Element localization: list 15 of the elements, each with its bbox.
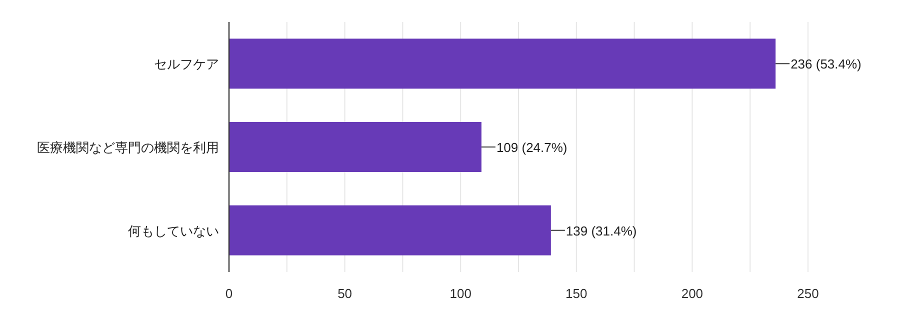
x-tick-label: 150 [566,286,588,301]
y-tick-label: 医療機関など専門の機関を利用 [37,140,219,155]
x-tick-label: 200 [681,286,704,301]
bar [229,122,482,172]
data-label: 139 (31.4%) [566,223,637,238]
x-tick-label: 250 [797,286,819,301]
x-tick-label: 50 [338,286,352,301]
x-tick-label: 100 [450,286,472,301]
data-label: 236 (53.4%) [790,56,862,72]
bar [229,205,551,256]
y-tick-label: セルフケア [154,56,219,72]
data-label: 109 (24.7%) [496,140,568,155]
x-tick-label: 0 [225,286,233,301]
bar [229,38,776,89]
y-tick-label: 何もしていない [128,223,219,238]
